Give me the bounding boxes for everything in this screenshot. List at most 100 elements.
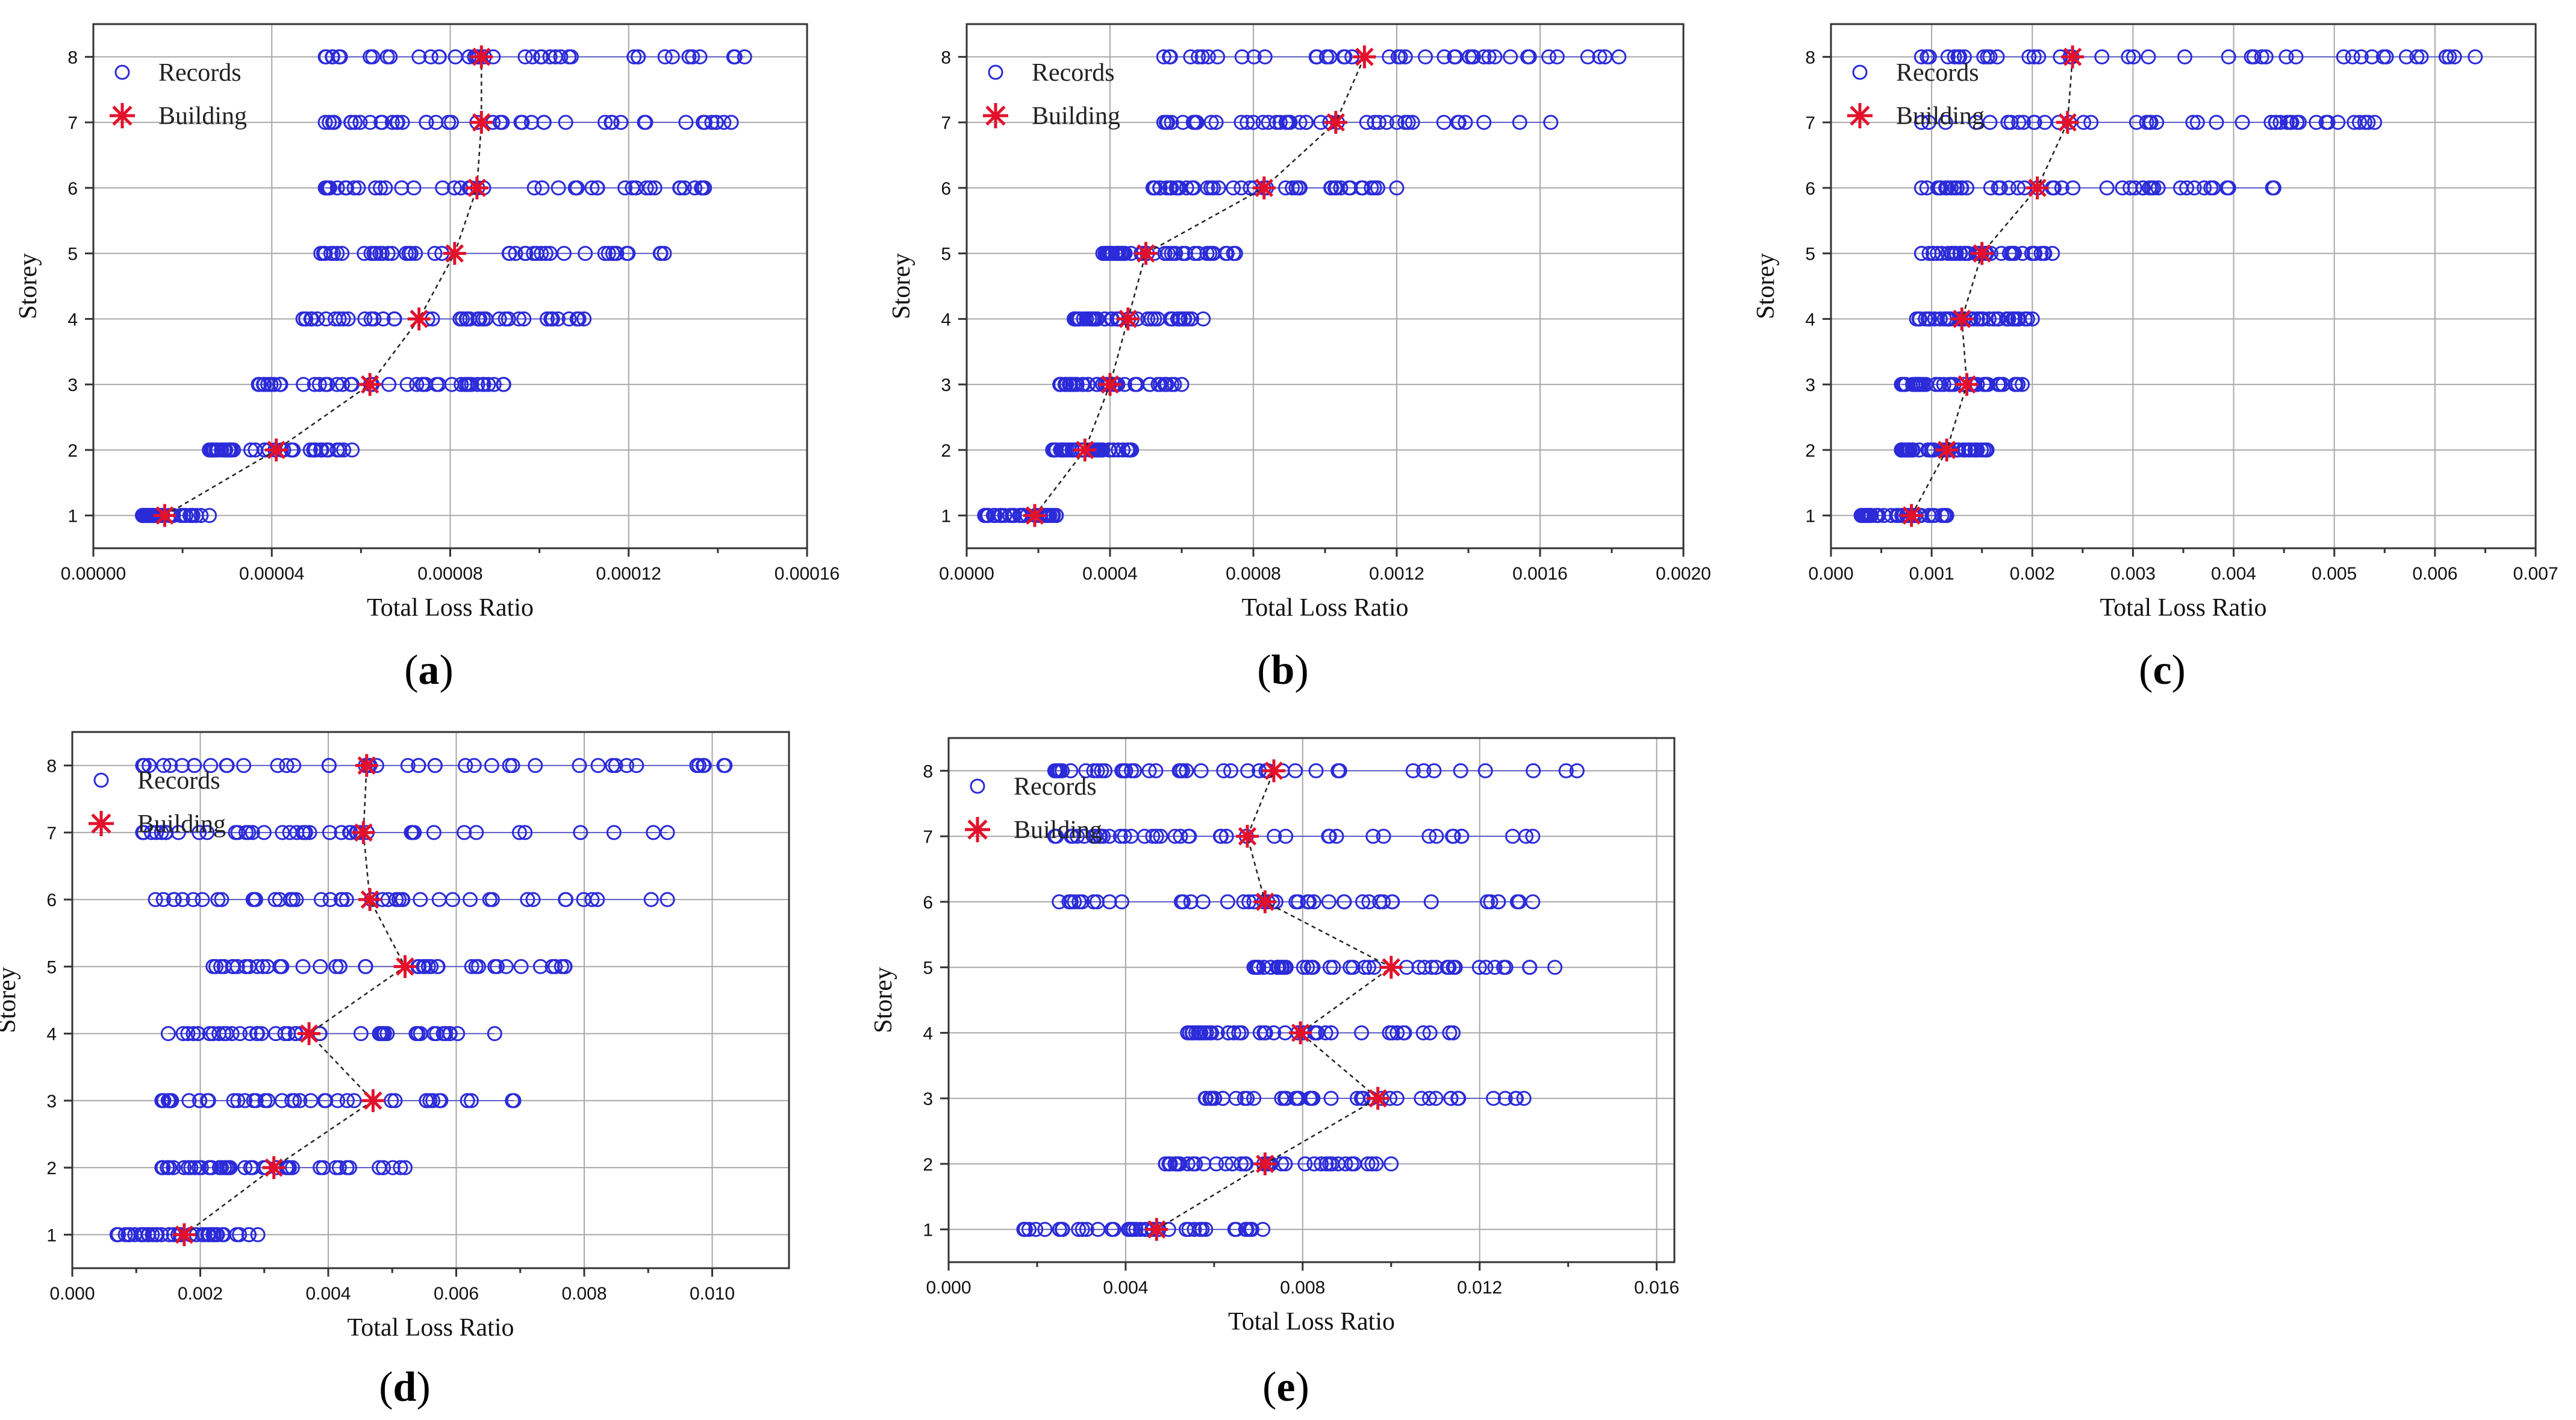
record-point xyxy=(325,114,340,130)
building-point-storey-3 xyxy=(1366,1087,1389,1110)
record-point xyxy=(127,1227,143,1242)
record-point xyxy=(193,1160,209,1175)
record-point xyxy=(1290,1090,1305,1106)
record-point xyxy=(542,246,558,261)
record-point xyxy=(1913,49,1929,64)
building-point-storey-5 xyxy=(1379,956,1403,979)
record-point xyxy=(1367,180,1382,196)
record-point xyxy=(1417,960,1432,975)
y-tick-label: 1 xyxy=(46,1225,57,1245)
y-tick-label: 7 xyxy=(1805,113,1815,133)
building-point-storey-1 xyxy=(1145,1218,1168,1241)
record-point xyxy=(1883,508,1899,524)
record-point xyxy=(325,49,340,64)
record-point xyxy=(1237,1156,1253,1172)
record-point xyxy=(1052,894,1067,910)
record-point xyxy=(1480,894,1495,910)
record-point xyxy=(481,377,496,392)
record-point xyxy=(987,508,1003,524)
record-point xyxy=(1106,442,1121,458)
record-point xyxy=(387,311,402,327)
record-point xyxy=(2206,180,2221,196)
record-point xyxy=(1070,828,1085,844)
record-point xyxy=(219,758,234,774)
record-point xyxy=(420,959,436,974)
record-point xyxy=(628,180,644,196)
record-point xyxy=(1549,49,1565,64)
record-point xyxy=(664,49,680,64)
record-point xyxy=(676,180,692,196)
record-point xyxy=(656,246,672,261)
record-point xyxy=(1361,960,1376,975)
record-point xyxy=(1158,1156,1173,1172)
record-point xyxy=(1384,894,1400,910)
record-point xyxy=(1159,180,1174,196)
plot-area xyxy=(72,732,789,1268)
record-point xyxy=(328,959,344,974)
record-point xyxy=(558,114,573,130)
record-point xyxy=(1103,246,1118,261)
building-point-storey-2 xyxy=(1073,438,1097,461)
record-point xyxy=(270,758,285,774)
record-point xyxy=(502,246,517,261)
record-point xyxy=(525,49,540,64)
record-point xyxy=(1246,49,1262,64)
record-point xyxy=(520,892,535,907)
record-point xyxy=(1048,828,1064,844)
y-tick-label: 3 xyxy=(1805,375,1815,395)
record-point xyxy=(1936,377,1951,392)
building-point-storey-5 xyxy=(1970,242,1994,265)
record-point xyxy=(1400,114,1416,130)
record-point xyxy=(1933,180,1948,196)
y-tick-label: 7 xyxy=(923,827,933,847)
record-point xyxy=(613,114,629,130)
record-point xyxy=(1251,960,1267,975)
x-tick-label: 0.000 xyxy=(1808,564,1853,584)
record-point xyxy=(534,180,550,196)
record-point xyxy=(282,825,298,840)
record-point xyxy=(617,180,633,196)
x-tick-label: 0.00000 xyxy=(61,564,126,584)
record-point xyxy=(310,311,325,327)
record-point xyxy=(1238,1222,1253,1237)
record-point xyxy=(2278,49,2294,64)
record-point xyxy=(1477,763,1493,778)
record-point xyxy=(1357,960,1373,975)
record-point xyxy=(332,49,348,64)
record-point xyxy=(298,311,313,327)
record-point xyxy=(387,1093,403,1109)
record-point xyxy=(1106,1222,1121,1237)
record-point xyxy=(1421,828,1437,844)
record-point xyxy=(1982,49,1998,64)
record-point xyxy=(672,180,688,196)
record-point xyxy=(1921,311,1937,327)
record-point xyxy=(433,1093,449,1109)
record-point xyxy=(1226,1025,1241,1040)
record-point xyxy=(2375,49,2391,64)
record-point xyxy=(1416,763,1432,778)
record-point xyxy=(2011,114,2027,130)
records-storey-4 xyxy=(295,311,592,327)
record-point xyxy=(1121,1222,1137,1237)
record-point xyxy=(1429,960,1444,975)
y-tick-label: 2 xyxy=(1805,441,1815,461)
y-tick-label: 5 xyxy=(923,959,933,978)
records-storey-5 xyxy=(205,959,573,974)
record-point xyxy=(1938,114,1953,130)
record-point xyxy=(1522,960,1538,975)
record-point xyxy=(717,758,733,774)
legend-records-marker xyxy=(1852,64,1868,80)
record-point xyxy=(2128,114,2144,130)
record-point xyxy=(1918,311,1933,327)
record-point xyxy=(561,311,577,327)
records-storey-5 xyxy=(313,246,672,261)
record-point xyxy=(629,758,644,774)
record-point xyxy=(241,1227,257,1242)
record-point xyxy=(2036,246,2051,261)
record-point xyxy=(1021,1222,1037,1237)
record-point xyxy=(411,49,427,64)
record-point xyxy=(348,114,363,130)
record-point xyxy=(1508,1090,1523,1106)
record-point xyxy=(384,246,400,261)
record-point xyxy=(547,959,563,974)
